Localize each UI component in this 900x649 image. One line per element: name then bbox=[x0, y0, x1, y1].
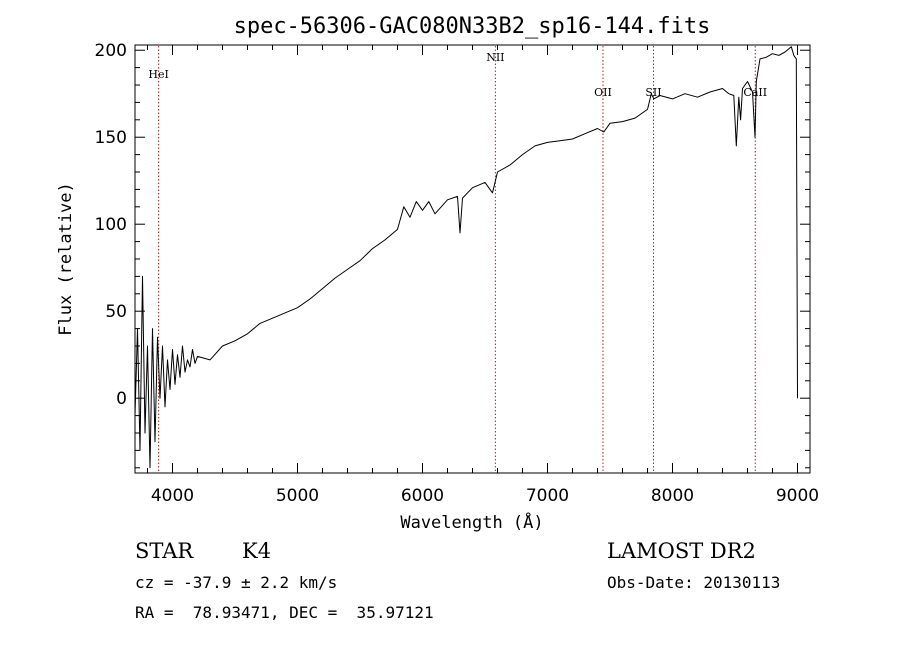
subclass-label: K4 bbox=[242, 539, 272, 563]
coordinates-label: RA = 78.93471, DEC = 35.97121 bbox=[135, 603, 434, 622]
x-tick-label-5: 9000 bbox=[776, 486, 819, 506]
x-tick-label-0: 4000 bbox=[151, 486, 194, 506]
marker-label-0: HeI bbox=[148, 68, 168, 81]
survey-label: LAMOST DR2 bbox=[607, 539, 756, 563]
y-tick-label-3: 150 bbox=[95, 128, 127, 148]
y-tick-label-2: 100 bbox=[95, 215, 127, 235]
x-axis-label: Wavelength (Å) bbox=[400, 511, 543, 533]
y-axis-ticks: 0 50 100 150 200 bbox=[95, 41, 810, 469]
x-tick-label-1: 5000 bbox=[276, 486, 319, 506]
x-axis-ticks: 4000 5000 6000 7000 8000 9000 bbox=[147, 45, 819, 506]
obs-date-label: Obs-Date: 20130113 bbox=[607, 573, 781, 592]
spectrum-line-0 bbox=[134, 46, 798, 469]
marker-label-1: NII bbox=[486, 51, 504, 64]
chart-title: spec-56306-GAC080N33B2_sp16-144.fits bbox=[234, 14, 711, 39]
marker-label-4: CaII bbox=[743, 86, 767, 99]
emission-line-markers: HeI NII OII SII CaII bbox=[148, 46, 767, 472]
object-class-label: STAR bbox=[135, 539, 194, 563]
y-tick-label-0: 0 bbox=[116, 389, 127, 409]
marker-label-3: SII bbox=[645, 86, 661, 99]
x-tick-label-4: 8000 bbox=[651, 486, 694, 506]
x-tick-label-3: 7000 bbox=[526, 486, 569, 506]
y-tick-label-1: 50 bbox=[105, 302, 127, 322]
y-tick-label-4: 200 bbox=[95, 41, 127, 61]
redshift-label: cz = -37.9 ± 2.2 km/s bbox=[135, 573, 338, 592]
y-axis-label: Flux (relative) bbox=[56, 182, 76, 336]
spectrum-series bbox=[134, 46, 798, 469]
marker-label-2: OII bbox=[594, 86, 612, 99]
plot-frame bbox=[134, 44, 811, 474]
x-tick-label-2: 6000 bbox=[401, 486, 444, 506]
